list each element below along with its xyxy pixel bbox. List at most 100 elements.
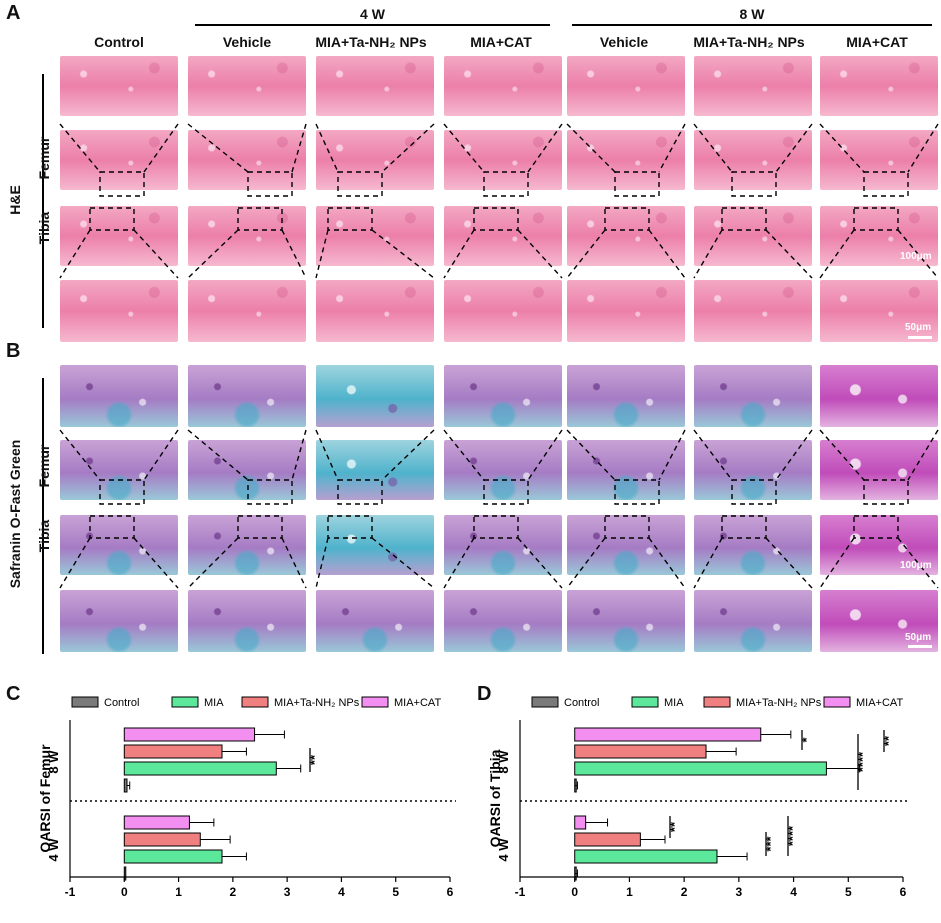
group-label-1: 4 W: [46, 838, 61, 862]
zoom-line: [658, 123, 686, 173]
zoom-line: [907, 429, 939, 481]
legend-label-3: MIA+CAT: [856, 697, 903, 709]
zoom-line: [819, 429, 865, 481]
x-tick-label-1: 0: [121, 885, 128, 899]
bar-0-1: [123, 744, 223, 759]
column-header-vehicle-4w: Vehicle: [222, 34, 272, 50]
zoom-box-tibia-b-1: [237, 515, 283, 539]
he-tile-c0-r1: [60, 130, 178, 190]
x-tick-label-5: 4: [790, 885, 797, 899]
x-tick-label-3: 2: [230, 885, 237, 899]
so-divider: [42, 378, 44, 654]
zoom-line: [59, 537, 91, 589]
scale-bar-50-b: [908, 645, 932, 648]
sig-label-3: **: [667, 821, 682, 832]
sig-label-5: ****: [785, 825, 800, 846]
he-tile-c2-r2: [316, 206, 434, 266]
y-axis-label: OARSI of Tibia: [487, 749, 503, 847]
zoom-line: [59, 429, 101, 481]
zoom-box-tibia-a-0: [89, 207, 135, 231]
zoom-box-femur-a-6: [863, 171, 909, 197]
zoom-box-tibia-b-5: [721, 515, 767, 539]
group-line-8w: [572, 24, 932, 26]
he-tile-c6-r0: [820, 56, 938, 116]
scale-label-100-a: 100μm: [900, 251, 932, 262]
x-tick-label-4: 3: [736, 885, 743, 899]
zoom-box-tibia-b-6: [853, 515, 899, 539]
zoom-line: [315, 429, 339, 481]
he-tile-c0-r3: [60, 280, 178, 342]
bar-0-2: [123, 761, 277, 776]
so-tile-c4-r2: [567, 515, 685, 575]
zoom-line: [291, 429, 307, 481]
zoom-box-tibia-b-2: [327, 515, 373, 539]
zoom-box-tibia-b-3: [473, 515, 519, 539]
he-tile-c3-r3: [444, 280, 562, 342]
legend-swatch-2: [703, 696, 731, 708]
group-label-0: 8 W: [496, 750, 511, 774]
zoom-box-femur-b-6: [863, 479, 909, 505]
zoom-line: [381, 429, 435, 481]
zoom-box-tibia-a-1: [237, 207, 283, 231]
x-tick-label-6: 5: [392, 885, 399, 899]
legend-swatch-3: [361, 696, 389, 708]
so-tile-c6-r0: [820, 365, 938, 427]
legend-label-2: MIA+Ta-NH₂ NPs: [736, 697, 822, 709]
he-tile-c6-r2: [820, 206, 938, 266]
so-tile-c3-r3: [444, 590, 562, 652]
he-tile-c2-r3: [316, 280, 434, 342]
zoom-line: [566, 229, 606, 279]
so-tile-c6-r3: [820, 590, 938, 652]
he-tile-c3-r0: [444, 56, 562, 116]
group-header-4w: 4 W: [360, 6, 385, 22]
sig-label-4: ***: [763, 835, 778, 851]
panel-letter-a: A: [6, 2, 21, 24]
legend-label-3: MIA+CAT: [394, 697, 441, 709]
he-tile-c1-r0: [188, 56, 306, 116]
legend-label-0: Control: [564, 697, 599, 709]
sig-label-0: **: [307, 754, 322, 765]
bar-0-2: [574, 761, 827, 776]
x-tick-label-2: 1: [626, 885, 633, 899]
zoom-line: [819, 123, 865, 173]
zoom-line: [517, 229, 563, 279]
zoom-line: [897, 229, 939, 279]
legend-swatch-3: [823, 696, 851, 708]
zoom-line: [765, 229, 813, 279]
zoom-line: [59, 229, 91, 279]
zoom-line: [143, 429, 179, 481]
scale-bar-50-a: [908, 336, 932, 339]
zoom-line: [897, 537, 939, 589]
zoom-box-femur-b-2: [337, 479, 383, 505]
zoom-box-femur-a-3: [483, 171, 529, 197]
zoom-box-femur-a-1: [247, 171, 293, 197]
he-tile-c5-r1: [694, 130, 812, 190]
so-tile-c4-r3: [567, 590, 685, 652]
zoom-box-tibia-a-5: [721, 207, 767, 231]
so-tile-c1-r3: [188, 590, 306, 652]
bar-1-0: [123, 815, 190, 830]
he-tile-c3-r2: [444, 206, 562, 266]
he-tile-c6-r3: [820, 280, 938, 342]
so-tile-c0-r1: [60, 440, 178, 500]
zoom-line: [443, 429, 485, 481]
so-tile-c5-r0: [694, 365, 812, 427]
zoom-box-femur-b-5: [731, 479, 777, 505]
zoom-line: [527, 123, 563, 173]
x-tick-label-3: 2: [681, 885, 688, 899]
so-tile-c6-r1: [820, 440, 938, 500]
so-tile-c1-r2: [188, 515, 306, 575]
x-tick-label-7: 6: [447, 885, 454, 899]
zoom-line: [371, 229, 435, 279]
zoom-line: [566, 123, 616, 173]
zoom-box-femur-b-0: [99, 479, 145, 505]
legend-label-0: Control: [104, 697, 139, 709]
zoom-line: [443, 123, 485, 173]
zoom-line: [693, 229, 723, 279]
so-tile-c5-r1: [694, 440, 812, 500]
bar-1-1: [123, 832, 201, 847]
zoom-line: [281, 229, 307, 279]
zoom-line: [658, 429, 686, 481]
column-header-ta-8w: MIA+Ta-NH₂ NPs: [693, 34, 805, 50]
zoom-line: [648, 229, 686, 279]
